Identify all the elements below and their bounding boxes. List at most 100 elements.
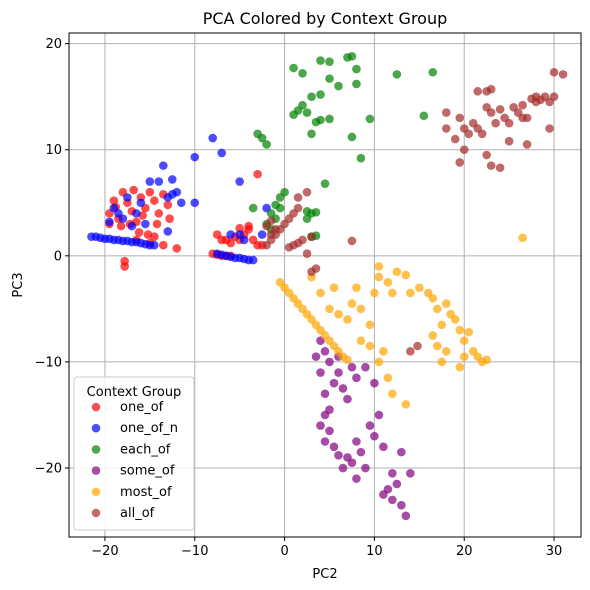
- data-point: [266, 216, 276, 226]
- data-point: [129, 185, 138, 195]
- data-point: [316, 421, 325, 430]
- data-point: [325, 426, 334, 436]
- data-point: [352, 474, 361, 483]
- data-point: [248, 203, 258, 213]
- data-point: [432, 304, 442, 314]
- data-point: [428, 293, 438, 303]
- data-point: [464, 327, 474, 337]
- data-point: [406, 347, 415, 356]
- data-point: [132, 209, 141, 218]
- data-point: [495, 105, 505, 114]
- data-point: [172, 244, 182, 253]
- data-point: [518, 113, 527, 123]
- data-point: [441, 347, 451, 356]
- legend-title: Context Group: [87, 385, 182, 400]
- data-point: [432, 341, 442, 351]
- data-point: [455, 113, 465, 123]
- data-point: [388, 495, 397, 505]
- x-tick-label: 30: [546, 544, 563, 559]
- data-point: [352, 283, 361, 292]
- data-point: [347, 458, 357, 468]
- data-point: [163, 227, 173, 236]
- data-point: [120, 262, 129, 271]
- x-tick-label: −20: [91, 544, 118, 559]
- data-point: [118, 214, 128, 223]
- axis-ticks: −20 −10 0 10 20 30 −20 −10 0 10 20: [35, 37, 563, 559]
- data-point: [334, 309, 343, 319]
- data-point: [437, 320, 447, 330]
- data-point: [343, 315, 352, 324]
- data-point: [334, 368, 343, 377]
- data-point: [352, 373, 361, 383]
- data-point: [334, 81, 343, 91]
- data-point: [316, 288, 325, 298]
- data-point: [531, 92, 541, 101]
- data-point: [365, 341, 375, 351]
- data-point: [302, 214, 312, 223]
- legend-marker: [91, 508, 101, 518]
- y-tick-label: −10: [35, 355, 62, 370]
- data-point: [518, 100, 527, 110]
- data-point: [145, 177, 155, 186]
- data-point: [549, 92, 559, 101]
- data-point: [123, 193, 132, 202]
- data-point: [356, 304, 366, 314]
- data-point: [495, 163, 505, 173]
- data-point: [235, 223, 244, 233]
- data-point: [320, 389, 330, 399]
- legend: Context Group one_of one_of_n each_of some_…: [73, 376, 195, 531]
- data-point: [316, 115, 325, 125]
- data-point: [298, 69, 307, 78]
- x-tick-label: 20: [456, 544, 473, 559]
- data-point: [244, 221, 253, 231]
- data-point: [293, 193, 303, 202]
- data-point: [343, 394, 352, 404]
- data-point: [401, 400, 411, 409]
- data-point: [271, 224, 280, 234]
- data-point: [347, 132, 357, 142]
- x-tick-label: 10: [366, 544, 383, 559]
- data-point: [482, 150, 491, 160]
- data-point: [450, 315, 460, 324]
- data-point: [455, 158, 465, 167]
- data-point: [518, 233, 527, 243]
- data-point: [486, 161, 496, 170]
- data-point: [257, 230, 267, 239]
- data-point: [356, 336, 366, 346]
- data-point: [127, 221, 137, 231]
- data-point: [150, 196, 159, 205]
- data-points: [87, 52, 568, 521]
- legend-label: one_of_n: [120, 421, 178, 436]
- data-point: [545, 124, 554, 133]
- data-point: [482, 87, 491, 96]
- data-point: [379, 490, 388, 499]
- series-most-of: [275, 233, 527, 409]
- data-point: [455, 362, 465, 372]
- data-point: [262, 140, 271, 149]
- data-point: [459, 352, 469, 361]
- data-point: [253, 169, 262, 179]
- data-point: [392, 479, 402, 489]
- data-point: [150, 240, 159, 250]
- data-point: [558, 70, 568, 79]
- legend-marker: [91, 466, 101, 475]
- data-point: [365, 114, 375, 124]
- data-point: [482, 355, 491, 365]
- data-point: [347, 299, 357, 308]
- x-tick-label: −10: [181, 544, 208, 559]
- data-point: [154, 209, 164, 218]
- data-point: [388, 469, 397, 478]
- data-point: [374, 410, 384, 420]
- chart-title: PCA Colored by Context Group: [203, 9, 448, 28]
- data-point: [152, 219, 162, 229]
- data-point: [352, 64, 361, 74]
- y-tick-label: 10: [45, 143, 62, 158]
- data-point: [374, 262, 384, 271]
- data-point: [343, 355, 352, 365]
- data-point: [289, 110, 298, 120]
- data-point: [316, 368, 325, 377]
- data-point: [235, 177, 244, 186]
- data-point: [159, 240, 168, 250]
- data-point: [361, 362, 370, 372]
